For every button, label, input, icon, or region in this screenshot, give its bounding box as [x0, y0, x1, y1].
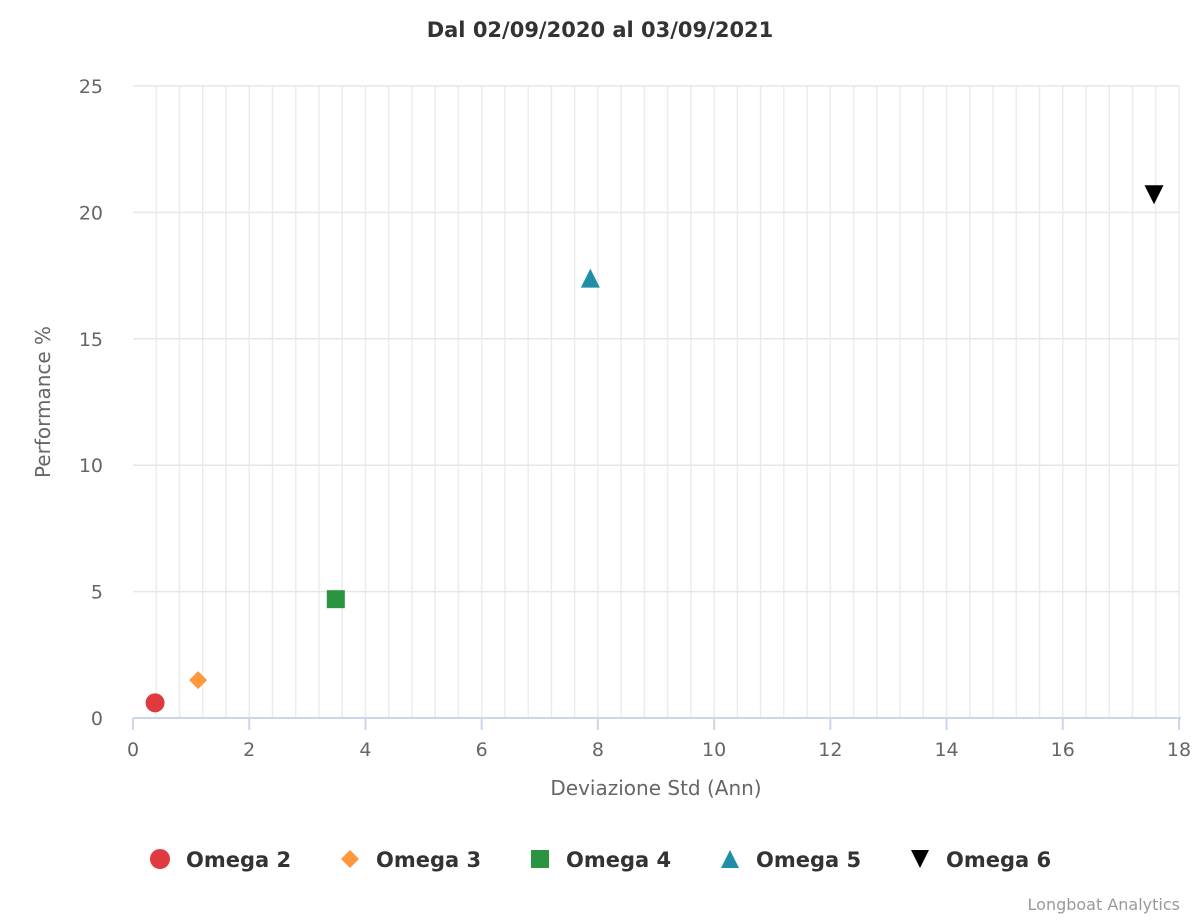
diamond-icon [341, 850, 359, 868]
x-tick-label: 0 [127, 739, 139, 761]
x-tick-label: 16 [1051, 739, 1075, 761]
chart-title: Dal 02/09/2020 al 03/09/2021 [427, 18, 774, 42]
credits[interactable]: Longboat Analytics [1028, 895, 1180, 914]
data-point-omega-2 [145, 693, 165, 713]
data-point-omega-5 [580, 268, 600, 288]
legend-item[interactable]: Omega 4 [531, 848, 671, 872]
legend-label: Omega 3 [376, 848, 481, 872]
legend-item[interactable]: Omega 2 [150, 848, 291, 872]
x-tick-label: 4 [359, 739, 371, 761]
legend-label: Omega 6 [946, 848, 1051, 872]
triangle-icon [721, 850, 739, 868]
x-tick-label: 12 [818, 739, 842, 761]
x-tick-label: 8 [592, 739, 604, 761]
triangle-down-icon [911, 850, 929, 868]
y-tick-label: 10 [79, 455, 103, 477]
x-tick-label: 18 [1167, 739, 1191, 761]
legend-item[interactable]: Omega 5 [721, 848, 861, 872]
y-tick-label: 25 [79, 76, 103, 98]
legend-item[interactable]: Omega 6 [911, 848, 1051, 872]
y-tick-label: 20 [79, 202, 103, 224]
square-icon [531, 850, 549, 868]
y-tick-label: 5 [91, 582, 103, 604]
circle-icon [150, 849, 170, 869]
x-tick-label: 6 [476, 739, 488, 761]
legend-item[interactable]: Omega 3 [341, 848, 481, 872]
x-axis-label: Deviazione Std (Ann) [550, 776, 761, 800]
legend-label: Omega 2 [186, 848, 291, 872]
legend-label: Omega 5 [756, 848, 861, 872]
data-point-omega-6 [1144, 185, 1164, 205]
x-tick-label: 10 [702, 739, 726, 761]
x-tick-label: 14 [934, 739, 958, 761]
data-point-omega-3 [189, 671, 208, 690]
legend-label: Omega 4 [566, 848, 671, 872]
data-point-omega-4 [326, 590, 345, 609]
y-tick-label: 15 [79, 329, 103, 351]
y-axis-label: Performance % [31, 326, 55, 478]
x-tick-label: 2 [243, 739, 255, 761]
y-tick-label: 0 [91, 708, 103, 730]
